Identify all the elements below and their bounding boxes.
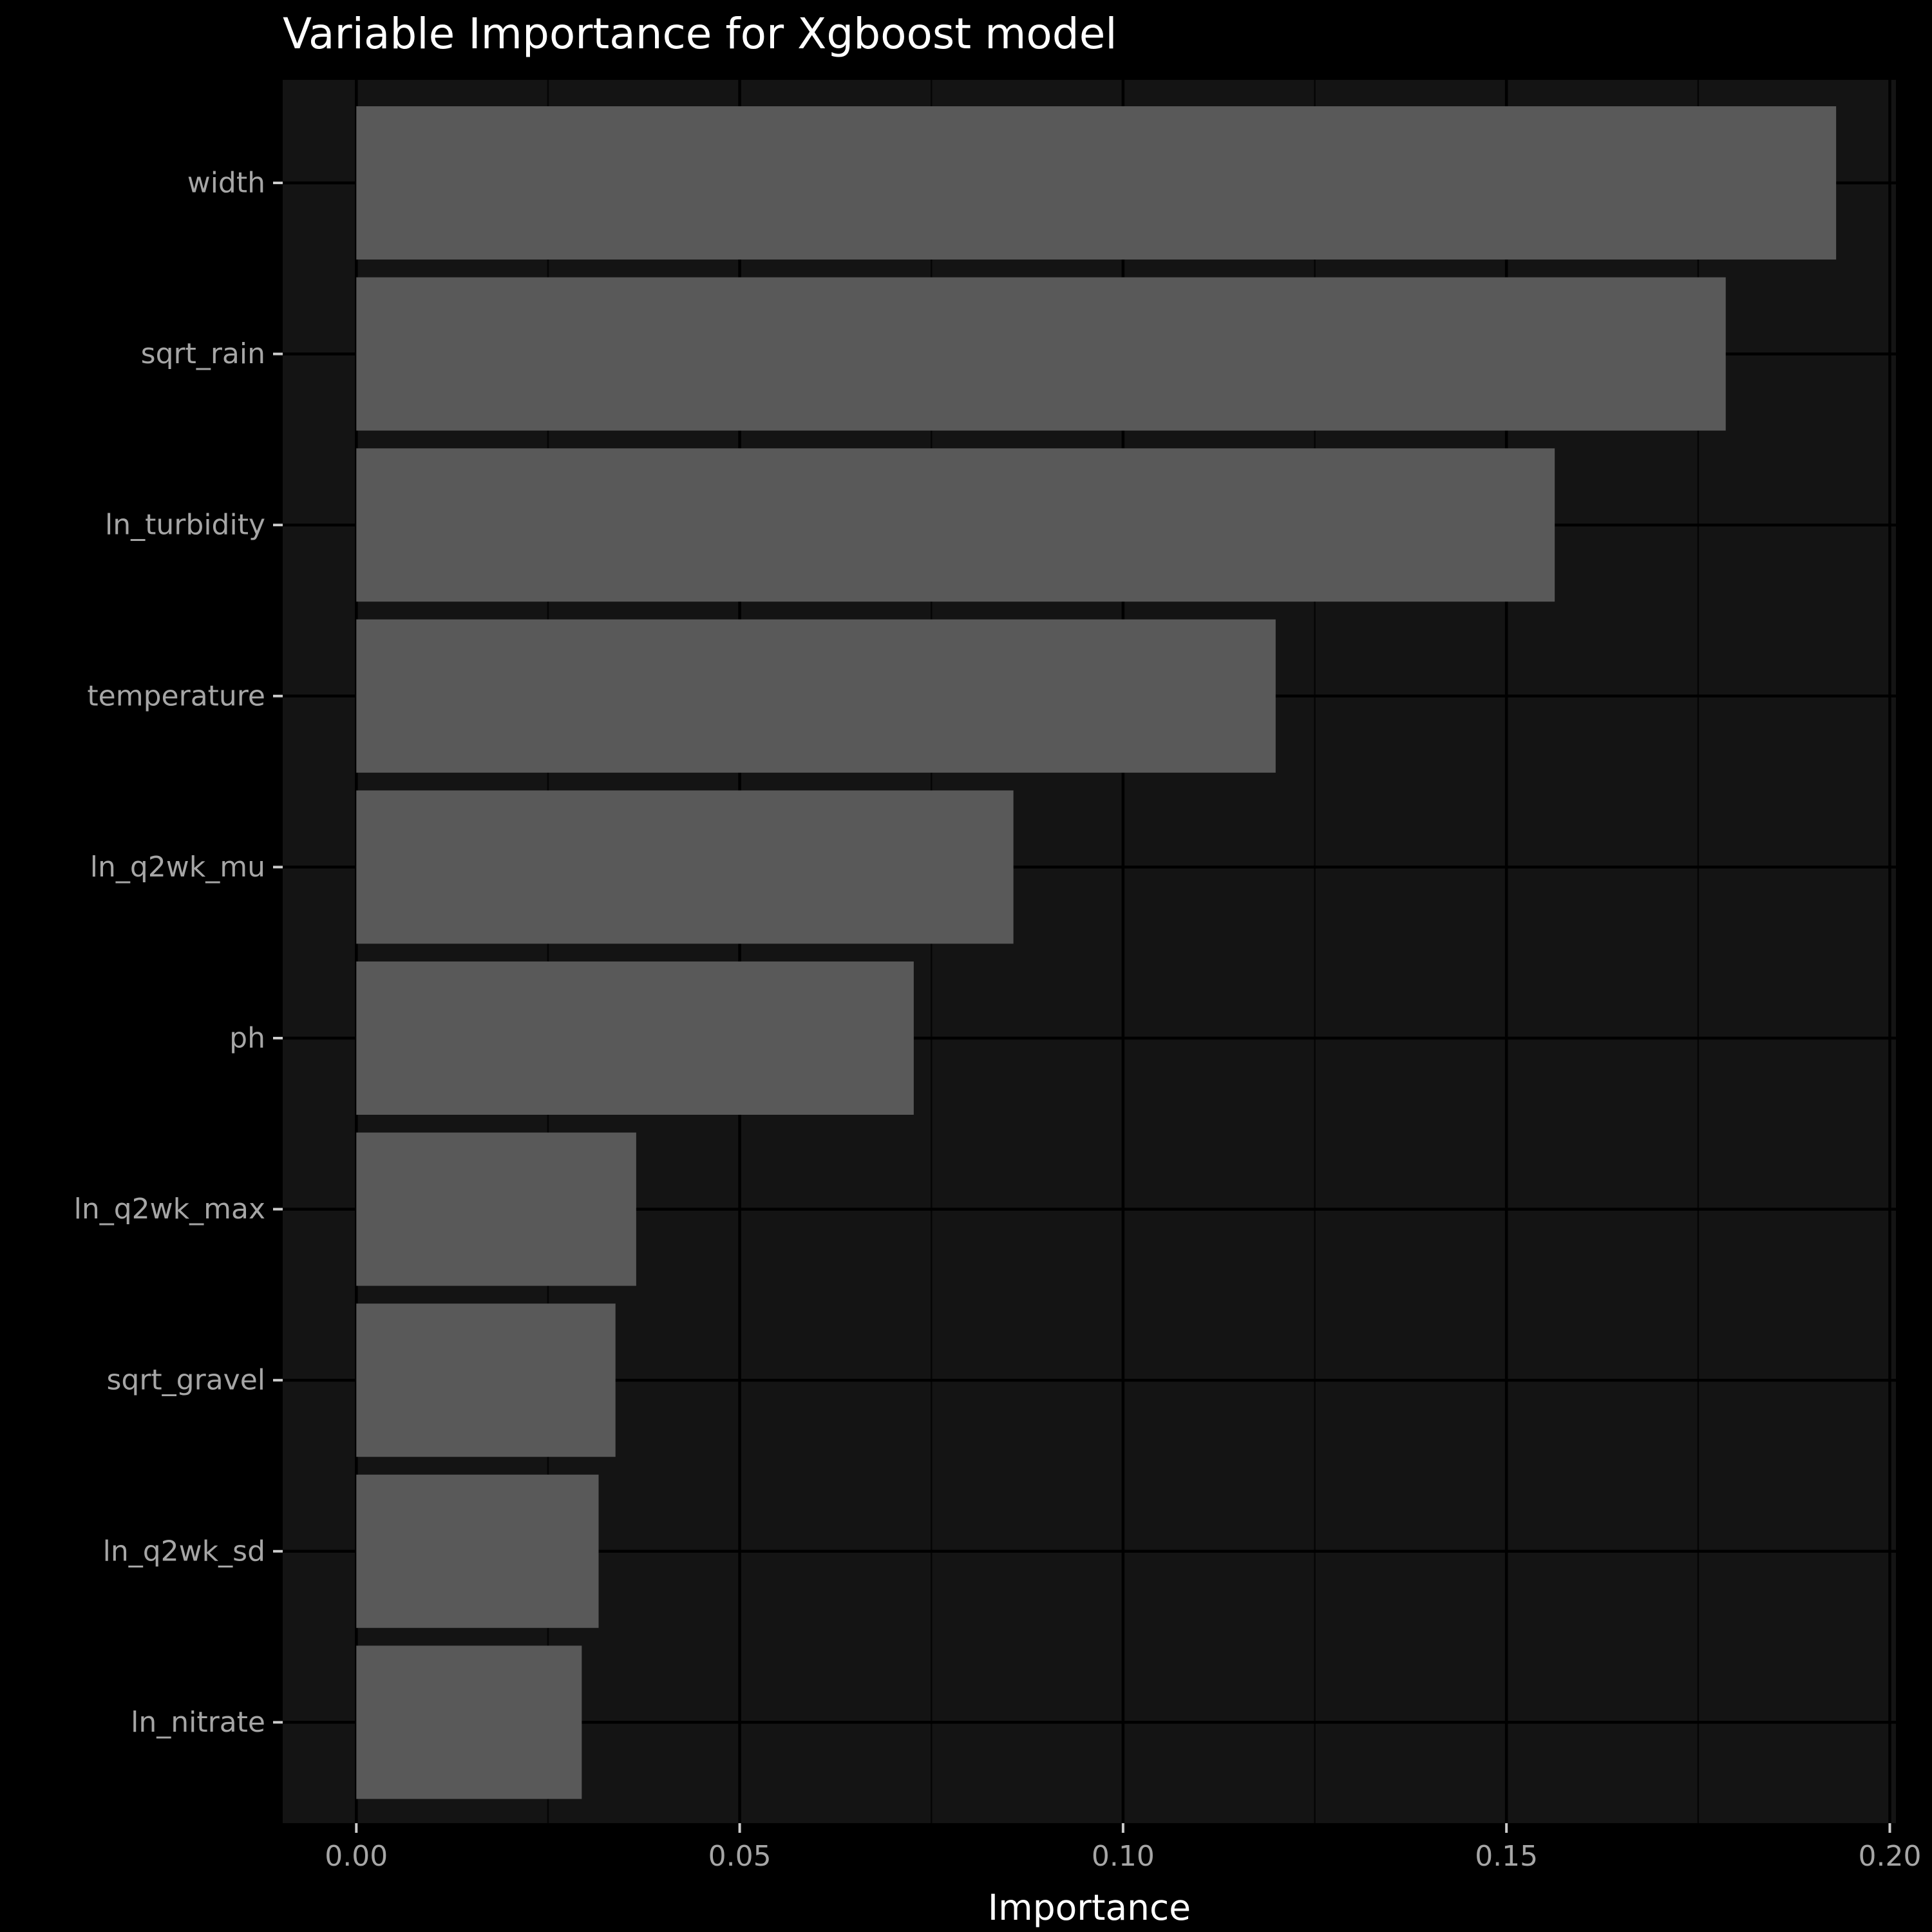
bar xyxy=(356,106,1837,260)
bar xyxy=(356,1132,636,1286)
x-tick-label: 0.05 xyxy=(708,1840,772,1873)
y-tick-label: temperature xyxy=(87,679,265,712)
y-tick-label: sqrt_rain xyxy=(141,337,265,370)
bar xyxy=(356,277,1726,431)
bar xyxy=(356,619,1276,773)
x-tick-label: 0.20 xyxy=(1858,1840,1921,1873)
y-tick-label: ln_turbidity xyxy=(105,509,265,542)
bar xyxy=(356,790,1014,944)
bar xyxy=(356,1645,582,1799)
bar xyxy=(356,1303,616,1457)
x-tick-label: 0.15 xyxy=(1475,1840,1538,1873)
y-tick-label: ln_nitrate xyxy=(131,1706,265,1739)
bar xyxy=(356,448,1555,602)
bar xyxy=(356,961,914,1115)
x-tick-label: 0.00 xyxy=(325,1840,388,1873)
y-tick-label: ln_q2wk_mu xyxy=(90,851,265,884)
y-tick-label: width xyxy=(187,167,265,200)
y-tick-label: ph xyxy=(229,1022,265,1055)
x-tick-label: 0.10 xyxy=(1092,1840,1155,1873)
bar xyxy=(356,1474,599,1628)
y-tick-label: ln_q2wk_max xyxy=(74,1193,265,1226)
y-tick-label: sqrt_gravel xyxy=(106,1364,265,1397)
x-axis-title: Importance xyxy=(988,1887,1191,1928)
y-tick-label: ln_q2wk_sd xyxy=(103,1535,265,1567)
chart-title: Variable Importance for Xgboost model xyxy=(283,9,1117,59)
